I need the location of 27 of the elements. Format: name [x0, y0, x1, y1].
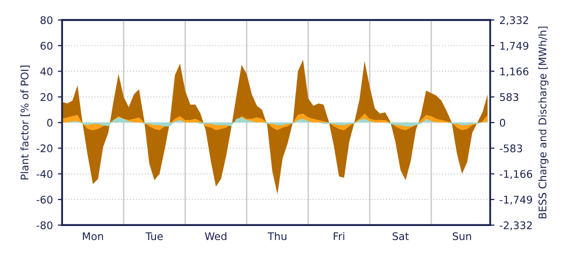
y-tick-label: -40: [36, 170, 52, 178]
y2-tick-label: 1,749: [500, 42, 528, 51]
y2-tick-label: -1,749: [500, 196, 532, 205]
y2-tick-label: 583: [500, 93, 518, 102]
x-tick-label: Mon: [82, 232, 103, 240]
y-tick-label: -60: [36, 196, 52, 204]
y2-tick-label: -1,166: [500, 170, 532, 180]
x-tick-label: Thu: [268, 232, 286, 240]
y2-tick-label: 0: [500, 118, 506, 127]
y-tick-label: 80: [40, 16, 52, 24]
y-tick-label: 40: [40, 68, 52, 76]
y-tick-label: 0: [47, 118, 52, 127]
y-tick-label: 20: [40, 93, 52, 102]
x-tick-label: Sat: [392, 232, 409, 240]
y-tick-label: -80: [36, 221, 52, 230]
x-tick-label: Fri: [334, 232, 344, 240]
x-tick-label: Tue: [145, 232, 163, 240]
y2-tick-label: -2,332: [500, 221, 532, 230]
x-tick-label: Wed: [204, 232, 226, 240]
y-tick-label: 60: [40, 42, 52, 50]
y-axis-title: Plant factor [% of POI]: [20, 66, 30, 180]
y-tick-label: -20: [36, 144, 52, 152]
y2-tick-label: 1,166: [500, 68, 528, 76]
y2-tick-label: 2,332: [500, 16, 528, 26]
y2-axis-title: BESS Charge and Discharge [MWh/h]: [538, 26, 548, 218]
x-tick-label: Sun: [452, 232, 472, 240]
y2-tick-label: -583: [500, 144, 522, 152]
